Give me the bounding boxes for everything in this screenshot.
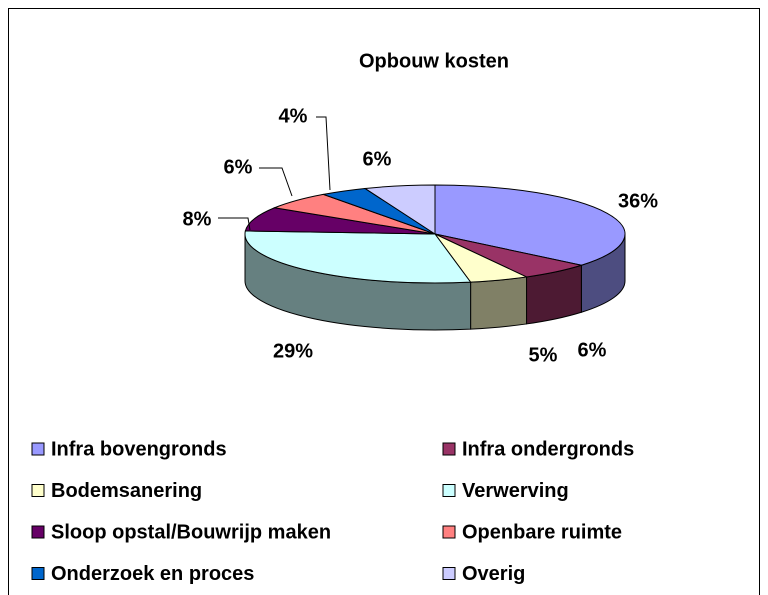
pie-slice <box>244 207 436 235</box>
leader-line <box>259 167 293 197</box>
legend-label: Infra bovengronds <box>51 438 227 460</box>
legend-label: Bodemsanering <box>51 480 202 502</box>
pie-slice <box>434 184 626 266</box>
data-label: 6% <box>363 148 392 170</box>
legend-swatch <box>442 484 456 497</box>
legend-label: Openbare ruimte <box>462 521 622 543</box>
legend-swatch <box>442 567 456 580</box>
data-label: 6% <box>224 156 253 178</box>
legend-label: Verwerving <box>462 480 569 502</box>
legend-label: Onderzoek en proces <box>51 563 254 585</box>
legend-label: Infra ondergronds <box>462 438 634 460</box>
leader-line <box>218 217 251 231</box>
legend-label: Sloop opstal/Bouwrijp maken <box>51 521 331 543</box>
data-label: 6% <box>578 339 607 361</box>
data-label: 8% <box>183 208 212 230</box>
legend-swatch <box>442 525 456 539</box>
legend-swatch <box>31 484 45 497</box>
legend-label: Overig <box>462 563 525 585</box>
pie-slice <box>363 184 436 235</box>
legend-swatch <box>31 525 45 539</box>
data-label: 5% <box>529 344 558 366</box>
pie-slice <box>244 230 472 284</box>
legend-swatch <box>442 442 456 456</box>
data-label: 4% <box>279 105 308 127</box>
data-label: 36% <box>618 190 658 212</box>
pie-side <box>470 276 528 330</box>
legend-swatch <box>31 567 45 580</box>
data-label: 29% <box>273 340 313 362</box>
leader-line <box>316 116 331 191</box>
legend-swatch <box>31 442 45 456</box>
chart-title: Opbouw kosten <box>359 50 509 72</box>
